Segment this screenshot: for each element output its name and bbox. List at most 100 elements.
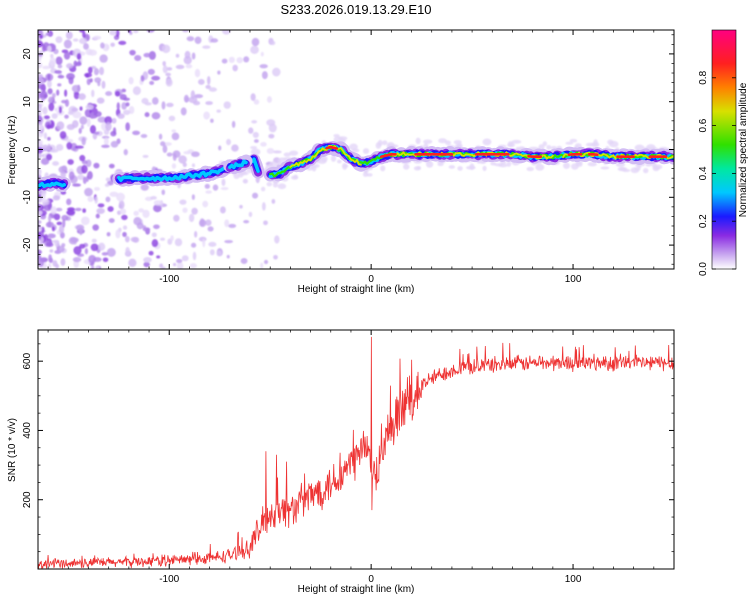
- noise-blob: [526, 166, 534, 172]
- noise-blob: [150, 196, 157, 200]
- noise-blob: [50, 53, 54, 59]
- noise-blob: [185, 64, 193, 69]
- noise-blob: [92, 257, 102, 262]
- noise-blob: [161, 101, 166, 110]
- noise-blob: [123, 148, 128, 156]
- noise-blob: [49, 249, 54, 253]
- noise-blob: [403, 163, 410, 170]
- noise-blob: [190, 242, 197, 248]
- noise-blob: [206, 75, 211, 85]
- noise-blob: [117, 113, 125, 119]
- x-tick-label: 0: [368, 274, 374, 285]
- noise-blob: [56, 89, 60, 96]
- noise-blob: [105, 177, 111, 182]
- noise-blob: [55, 36, 63, 44]
- noise-blob: [47, 79, 52, 88]
- ridge-core-red: [567, 153, 583, 157]
- noise-blob: [170, 235, 174, 242]
- snr-frame: [37, 329, 675, 570]
- noise-blob: [38, 193, 42, 198]
- noise-blob: [128, 258, 137, 267]
- noise-blob: [220, 186, 229, 191]
- noise-blob: [175, 64, 185, 70]
- noise-blob: [92, 35, 102, 40]
- noise-blob: [565, 141, 574, 145]
- noise-blob: [444, 140, 452, 146]
- noise-blob: [166, 152, 173, 157]
- noise-blob: [342, 162, 348, 170]
- noise-blob: [119, 94, 127, 101]
- noise-blob: [78, 243, 86, 249]
- noise-blob: [216, 109, 221, 113]
- y-tick-label: 200: [22, 491, 33, 508]
- noise-blob: [134, 54, 142, 61]
- noise-blob: [161, 266, 166, 269]
- x-tick-label: -100: [159, 574, 179, 585]
- noise-blob: [198, 78, 205, 85]
- noise-blob: [205, 84, 211, 89]
- noise-blob: [437, 162, 444, 167]
- colorbar-tick-label: 0.6: [698, 118, 709, 132]
- noise-blob: [181, 255, 189, 262]
- noise-blob: [125, 102, 130, 107]
- noise-blob: [48, 96, 54, 103]
- noise-blob: [191, 151, 200, 158]
- noise-blob: [226, 254, 230, 259]
- noise-blob: [263, 259, 269, 265]
- noise-blob: [79, 37, 88, 45]
- noise-blob: [38, 152, 42, 159]
- noise-blob: [82, 30, 86, 39]
- noise-blob: [242, 178, 248, 184]
- noise-blob: [423, 139, 433, 144]
- noise-blob: [535, 163, 545, 171]
- noise-blob: [124, 235, 130, 243]
- noise-blob: [142, 209, 150, 218]
- noise-blob: [42, 144, 49, 152]
- noise-blob: [92, 224, 100, 231]
- noise-blob: [600, 166, 610, 170]
- noise-blob: [67, 159, 74, 165]
- noise-blob: [263, 220, 268, 226]
- noise-blob: [188, 213, 195, 223]
- noise-blob: [498, 163, 508, 168]
- noise-blob: [83, 43, 89, 50]
- noise-blob: [45, 242, 54, 248]
- noise-blob: [330, 155, 337, 162]
- noise-blob: [58, 106, 63, 114]
- y-tick-label: 400: [22, 422, 33, 439]
- noise-blob: [47, 88, 53, 95]
- x-tick-label: -100: [159, 274, 179, 285]
- noise-blob: [457, 166, 463, 171]
- noise-blob: [58, 245, 65, 253]
- ridge-core-yellow: [289, 144, 362, 168]
- noise-blob: [66, 124, 75, 130]
- noise-blob: [176, 262, 184, 269]
- x-tick-label: 100: [565, 574, 582, 585]
- noise-blob: [106, 247, 116, 257]
- noise-blob: [66, 63, 74, 69]
- noise-blob: [39, 90, 48, 100]
- noise-blob: [194, 231, 198, 238]
- noise-blob: [184, 50, 191, 59]
- noise-blob: [102, 257, 109, 263]
- y-tick-label: 0: [22, 146, 33, 152]
- spectrogram-y-label: Frequency (Hz): [7, 116, 18, 185]
- noise-blob: [591, 141, 600, 148]
- noise-blob: [260, 141, 267, 147]
- noise-blob: [65, 138, 74, 143]
- noise-blob: [42, 192, 46, 200]
- noise-blob: [143, 52, 151, 58]
- noise-blob: [270, 40, 276, 46]
- noise-blob: [122, 231, 127, 238]
- noise-blob: [151, 75, 161, 81]
- noise-blob: [114, 90, 121, 97]
- noise-blob: [147, 68, 155, 75]
- noise-blob: [47, 73, 51, 81]
- noise-blob: [158, 133, 163, 140]
- noise-blob: [243, 220, 250, 224]
- noise-blob: [166, 102, 174, 108]
- noise-blob: [39, 34, 44, 39]
- noise-blob: [76, 53, 82, 60]
- noise-blob: [210, 118, 214, 123]
- noise-blob: [116, 102, 120, 111]
